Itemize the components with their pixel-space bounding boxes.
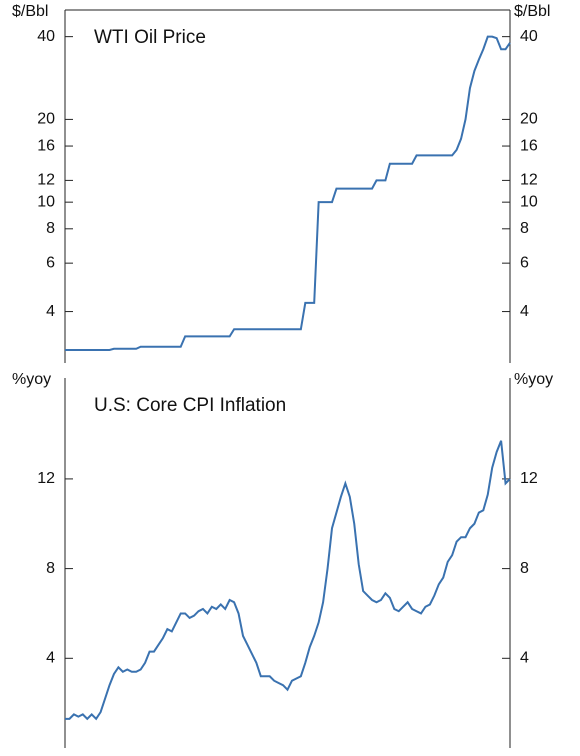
y-tick-label: 8: [520, 220, 529, 237]
y-tick-label: 40: [520, 28, 538, 45]
y-tick-label: 8: [520, 560, 529, 577]
y-tick-label: 10: [37, 193, 55, 210]
y-tick-label: 4: [46, 650, 55, 667]
y-axis-label: $/Bbl: [12, 3, 48, 20]
chart-title: WTI Oil Price: [94, 27, 206, 48]
y-tick-label: 8: [46, 560, 55, 577]
y-tick-label: 4: [520, 303, 529, 320]
y-tick-label: 20: [37, 111, 55, 128]
y-tick-label: 4: [46, 303, 55, 320]
y-tick-label: 16: [520, 137, 538, 154]
y-tick-label: 12: [37, 172, 55, 189]
y-axis-label: $/Bbl: [514, 3, 550, 20]
y-tick-label: 4: [520, 650, 529, 667]
y-axis-label: %yoy: [514, 371, 553, 388]
y-tick-label: 20: [520, 111, 538, 128]
y-tick-label: 40: [37, 28, 55, 45]
y-axis-label: %yoy: [12, 371, 51, 388]
data-line: [65, 35, 511, 351]
y-tick-label: 6: [46, 254, 55, 271]
y-tick-label: 12: [37, 470, 55, 487]
chart-title: U.S: Core CPI Inflation: [94, 395, 286, 416]
y-tick-label: 12: [520, 172, 538, 189]
data-line: [65, 440, 511, 721]
y-tick-label: 8: [46, 220, 55, 237]
y-tick-label: 12: [520, 470, 538, 487]
y-tick-label: 6: [520, 254, 529, 271]
y-tick-label: 16: [37, 137, 55, 154]
y-tick-label: 10: [520, 193, 538, 210]
